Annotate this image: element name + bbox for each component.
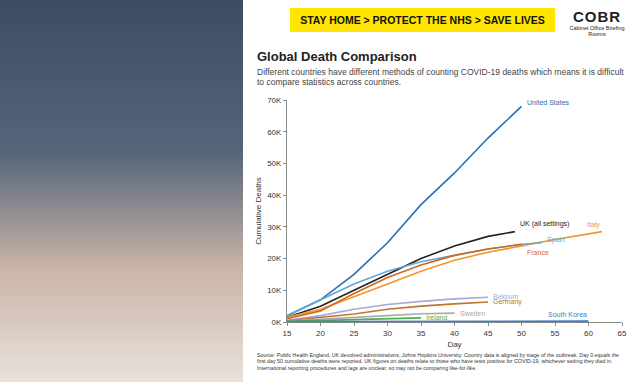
svg-text:60: 60	[584, 329, 593, 338]
html-text:Cabinet Office Briefing Rooms: Cabinet Office Briefing Rooms	[569, 25, 625, 37]
svg-text:45: 45	[484, 329, 493, 338]
html-text:COBR: COBR	[572, 8, 622, 25]
svg-text:France: France	[527, 249, 549, 256]
html-text:Source: Public Health England,: Source: Public Health England, UK devolv…	[257, 352, 620, 371]
svg-text:50K: 50K	[267, 159, 282, 168]
html-text:STAY HOME > PROTECT THE NHS >: STAY HOME > PROTECT THE NHS > SAVE LIVES	[300, 14, 545, 26]
svg-text:25: 25	[350, 329, 359, 338]
svg-text:65: 65	[618, 329, 627, 338]
svg-text:40: 40	[450, 329, 459, 338]
svg-text:35: 35	[417, 329, 426, 338]
svg-text:Belgium: Belgium	[493, 293, 518, 301]
svg-text:20K: 20K	[267, 254, 282, 263]
svg-text:55: 55	[551, 329, 560, 338]
svg-text:South Korea: South Korea	[548, 311, 587, 318]
svg-text:Day: Day	[447, 340, 461, 349]
svg-text:40K: 40K	[267, 191, 282, 200]
svg-text:10K: 10K	[267, 286, 282, 295]
svg-text:50: 50	[517, 329, 526, 338]
svg-text:United States: United States	[527, 99, 570, 106]
svg-text:Sweden: Sweden	[460, 310, 485, 317]
svg-text:Germany: Germany	[493, 298, 522, 306]
svg-text:15: 15	[283, 329, 292, 338]
svg-text:20: 20	[316, 329, 325, 338]
svg-text:30K: 30K	[267, 223, 282, 232]
svg-text:UK (all settings): UK (all settings)	[520, 220, 569, 228]
svg-text:Italy: Italy	[587, 221, 600, 229]
html-text:Global Death Comparison: Global Death Comparison	[257, 49, 417, 64]
svg-text:70K: 70K	[267, 96, 282, 105]
svg-text:Spain: Spain	[547, 236, 565, 244]
svg-text:0K: 0K	[272, 318, 282, 327]
html-text:Different countries have diffe: Different countries have different metho…	[257, 67, 624, 87]
svg-text:60K: 60K	[267, 128, 282, 137]
svg-text:30: 30	[383, 329, 392, 338]
svg-text:Cumulative Deaths: Cumulative Deaths	[254, 177, 263, 245]
svg-text:Ireland: Ireland	[426, 314, 448, 321]
